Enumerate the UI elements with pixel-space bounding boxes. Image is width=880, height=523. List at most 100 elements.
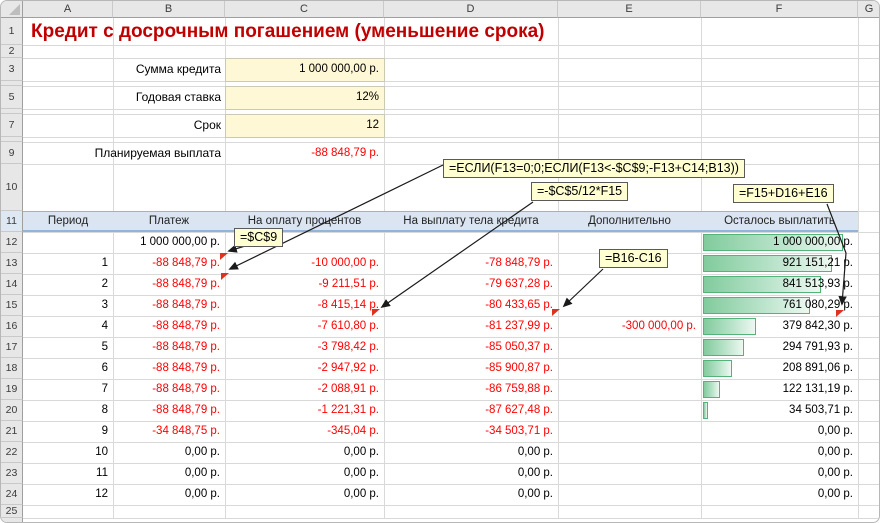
row-header-23[interactable]: 23 [1, 463, 23, 484]
select-all-corner[interactable] [1, 1, 23, 18]
row-header-17[interactable]: 17 [1, 337, 23, 358]
cell-D19[interactable]: -86 759,88 р. [485, 383, 553, 395]
cell-C22[interactable]: 0,00 р. [343, 446, 379, 458]
column-header-E[interactable]: E [558, 1, 701, 18]
cell-B15[interactable]: -88 848,79 р. [152, 299, 220, 311]
table-header-B11[interactable]: Платеж [148, 215, 190, 227]
cell-A24[interactable]: 12 [95, 488, 108, 500]
cell-A22[interactable]: 10 [95, 446, 108, 458]
cell-B19[interactable]: -88 848,79 р. [152, 383, 220, 395]
cell-E16[interactable]: -300 000,00 р. [621, 320, 696, 332]
row-header-11[interactable]: 11 [1, 211, 23, 232]
cell-F21[interactable]: 0,00 р. [817, 425, 853, 437]
cell-C24[interactable]: 0,00 р. [343, 488, 379, 500]
row-header-4[interactable] [1, 81, 23, 86]
callout-remaining-formula[interactable]: =F15+D16+E16 [733, 184, 834, 203]
column-header-F[interactable]: F [701, 1, 858, 18]
input-value-3[interactable]: 12 [366, 119, 379, 131]
column-header-B[interactable]: B [113, 1, 225, 18]
callout-if-formula[interactable]: =ЕСЛИ(F13=0;0;ЕСЛИ(F13<-$C$9;-F13+C14;B1… [443, 159, 745, 178]
row-header-3[interactable]: 3 [1, 58, 23, 81]
cell-F14[interactable]: 841 513,93 р. [782, 278, 853, 290]
input-cell-fill-3[interactable] [225, 114, 385, 138]
column-header-C[interactable]: C [225, 1, 384, 18]
cell-B24[interactable]: 0,00 р. [184, 488, 220, 500]
row-header-9[interactable]: 9 [1, 142, 23, 164]
cell-F19[interactable]: 122 131,19 р. [782, 383, 853, 395]
cell-D24[interactable]: 0,00 р. [517, 488, 553, 500]
row-header-25[interactable]: 25 [1, 505, 23, 518]
row-header-10[interactable]: 10 [1, 164, 23, 211]
cell-C20[interactable]: -1 221,31 р. [317, 404, 379, 416]
row-header-8[interactable] [1, 137, 23, 142]
cell-D15[interactable]: -80 433,65 р. [485, 299, 553, 311]
row-header-13[interactable]: 13 [1, 253, 23, 274]
column-header-D[interactable]: D [384, 1, 558, 18]
cell-A14[interactable]: 2 [101, 278, 108, 290]
cell-A18[interactable]: 6 [101, 362, 108, 374]
input-cell-fill-1[interactable] [225, 58, 385, 82]
input-value-4[interactable]: -88 848,79 р. [311, 147, 379, 159]
cell-F13[interactable]: 921 151,21 р. [782, 257, 853, 269]
cell-C13[interactable]: -10 000,00 р. [311, 257, 379, 269]
input-value-1[interactable]: 1 000 000,00 р. [299, 63, 379, 75]
table-header-F11[interactable]: Осталось выплатить [724, 215, 835, 227]
cell-F24[interactable]: 0,00 р. [817, 488, 853, 500]
cell-B18[interactable]: -88 848,79 р. [152, 362, 220, 374]
cell-C19[interactable]: -2 088,91 р. [317, 383, 379, 395]
cell-D14[interactable]: -79 637,28 р. [485, 278, 553, 290]
cell-D16[interactable]: -81 237,99 р. [485, 320, 553, 332]
cell-B17[interactable]: -88 848,79 р. [152, 341, 220, 353]
row-header-14[interactable]: 14 [1, 274, 23, 295]
row-header-24[interactable]: 24 [1, 484, 23, 505]
cell-B16[interactable]: -88 848,79 р. [152, 320, 220, 332]
cell-C23[interactable]: 0,00 р. [343, 467, 379, 479]
cell-C17[interactable]: -3 798,42 р. [317, 341, 379, 353]
cell-A15[interactable]: 3 [101, 299, 108, 311]
cell-C18[interactable]: -2 947,92 р. [317, 362, 379, 374]
row-header-21[interactable]: 21 [1, 421, 23, 442]
cell-F12[interactable]: 1 000 000,00 р. [773, 236, 853, 248]
cell-F15[interactable]: 761 080,29 р. [782, 299, 853, 311]
cell-C21[interactable]: -345,04 р. [327, 425, 379, 437]
cell-A13[interactable]: 1 [101, 257, 108, 269]
sheet-title[interactable]: Кредит с досрочным погашением (уменьшени… [31, 21, 545, 42]
column-header-A[interactable]: A [23, 1, 113, 18]
cell-D23[interactable]: 0,00 р. [517, 467, 553, 479]
callout-extra-formula[interactable]: =B16-C16 [599, 249, 668, 268]
row-header-12[interactable]: 12 [1, 232, 23, 253]
cell-B14[interactable]: -88 848,79 р. [152, 278, 220, 290]
cell-F23[interactable]: 0,00 р. [817, 467, 853, 479]
cell-D17[interactable]: -85 050,37 р. [485, 341, 553, 353]
cell-D21[interactable]: -34 503,71 р. [485, 425, 553, 437]
row-header-19[interactable]: 19 [1, 379, 23, 400]
row-header-1[interactable]: 1 [1, 18, 23, 45]
callout-c9-reference[interactable]: =$C$9 [234, 228, 284, 247]
input-value-2[interactable]: 12% [355, 91, 379, 103]
row-header-20[interactable]: 20 [1, 400, 23, 421]
cell-A16[interactable]: 4 [101, 320, 108, 332]
cell-B21[interactable]: -34 848,75 р. [152, 425, 220, 437]
cell-F17[interactable]: 294 791,93 р. [782, 341, 853, 353]
row-header-6[interactable] [1, 109, 23, 114]
column-header-G[interactable]: G [858, 1, 879, 18]
cell-C14[interactable]: -9 211,51 р. [318, 278, 379, 290]
cell-C16[interactable]: -7 610,80 р. [317, 320, 379, 332]
cell-B23[interactable]: 0,00 р. [184, 467, 220, 479]
row-header-15[interactable]: 15 [1, 295, 23, 316]
input-cell-fill-2[interactable] [225, 86, 385, 110]
table-header-D11[interactable]: На выплату тела кредита [403, 215, 539, 227]
table-header-A11[interactable]: Период [47, 215, 89, 227]
cell-F22[interactable]: 0,00 р. [817, 446, 853, 458]
cell-D18[interactable]: -85 900,87 р. [485, 362, 553, 374]
cell-B22[interactable]: 0,00 р. [184, 446, 220, 458]
cell-D22[interactable]: 0,00 р. [517, 446, 553, 458]
row-header-22[interactable]: 22 [1, 442, 23, 463]
cell-B20[interactable]: -88 848,79 р. [152, 404, 220, 416]
table-header-E11[interactable]: Дополнительно [588, 215, 671, 227]
callout-interest-formula[interactable]: =-$C$5/12*F15 [531, 182, 629, 201]
cell-F20[interactable]: 34 503,71 р. [789, 404, 853, 416]
row-header-18[interactable]: 18 [1, 358, 23, 379]
row-header-2[interactable]: 2 [1, 45, 23, 58]
cell-A23[interactable]: 11 [96, 467, 108, 479]
